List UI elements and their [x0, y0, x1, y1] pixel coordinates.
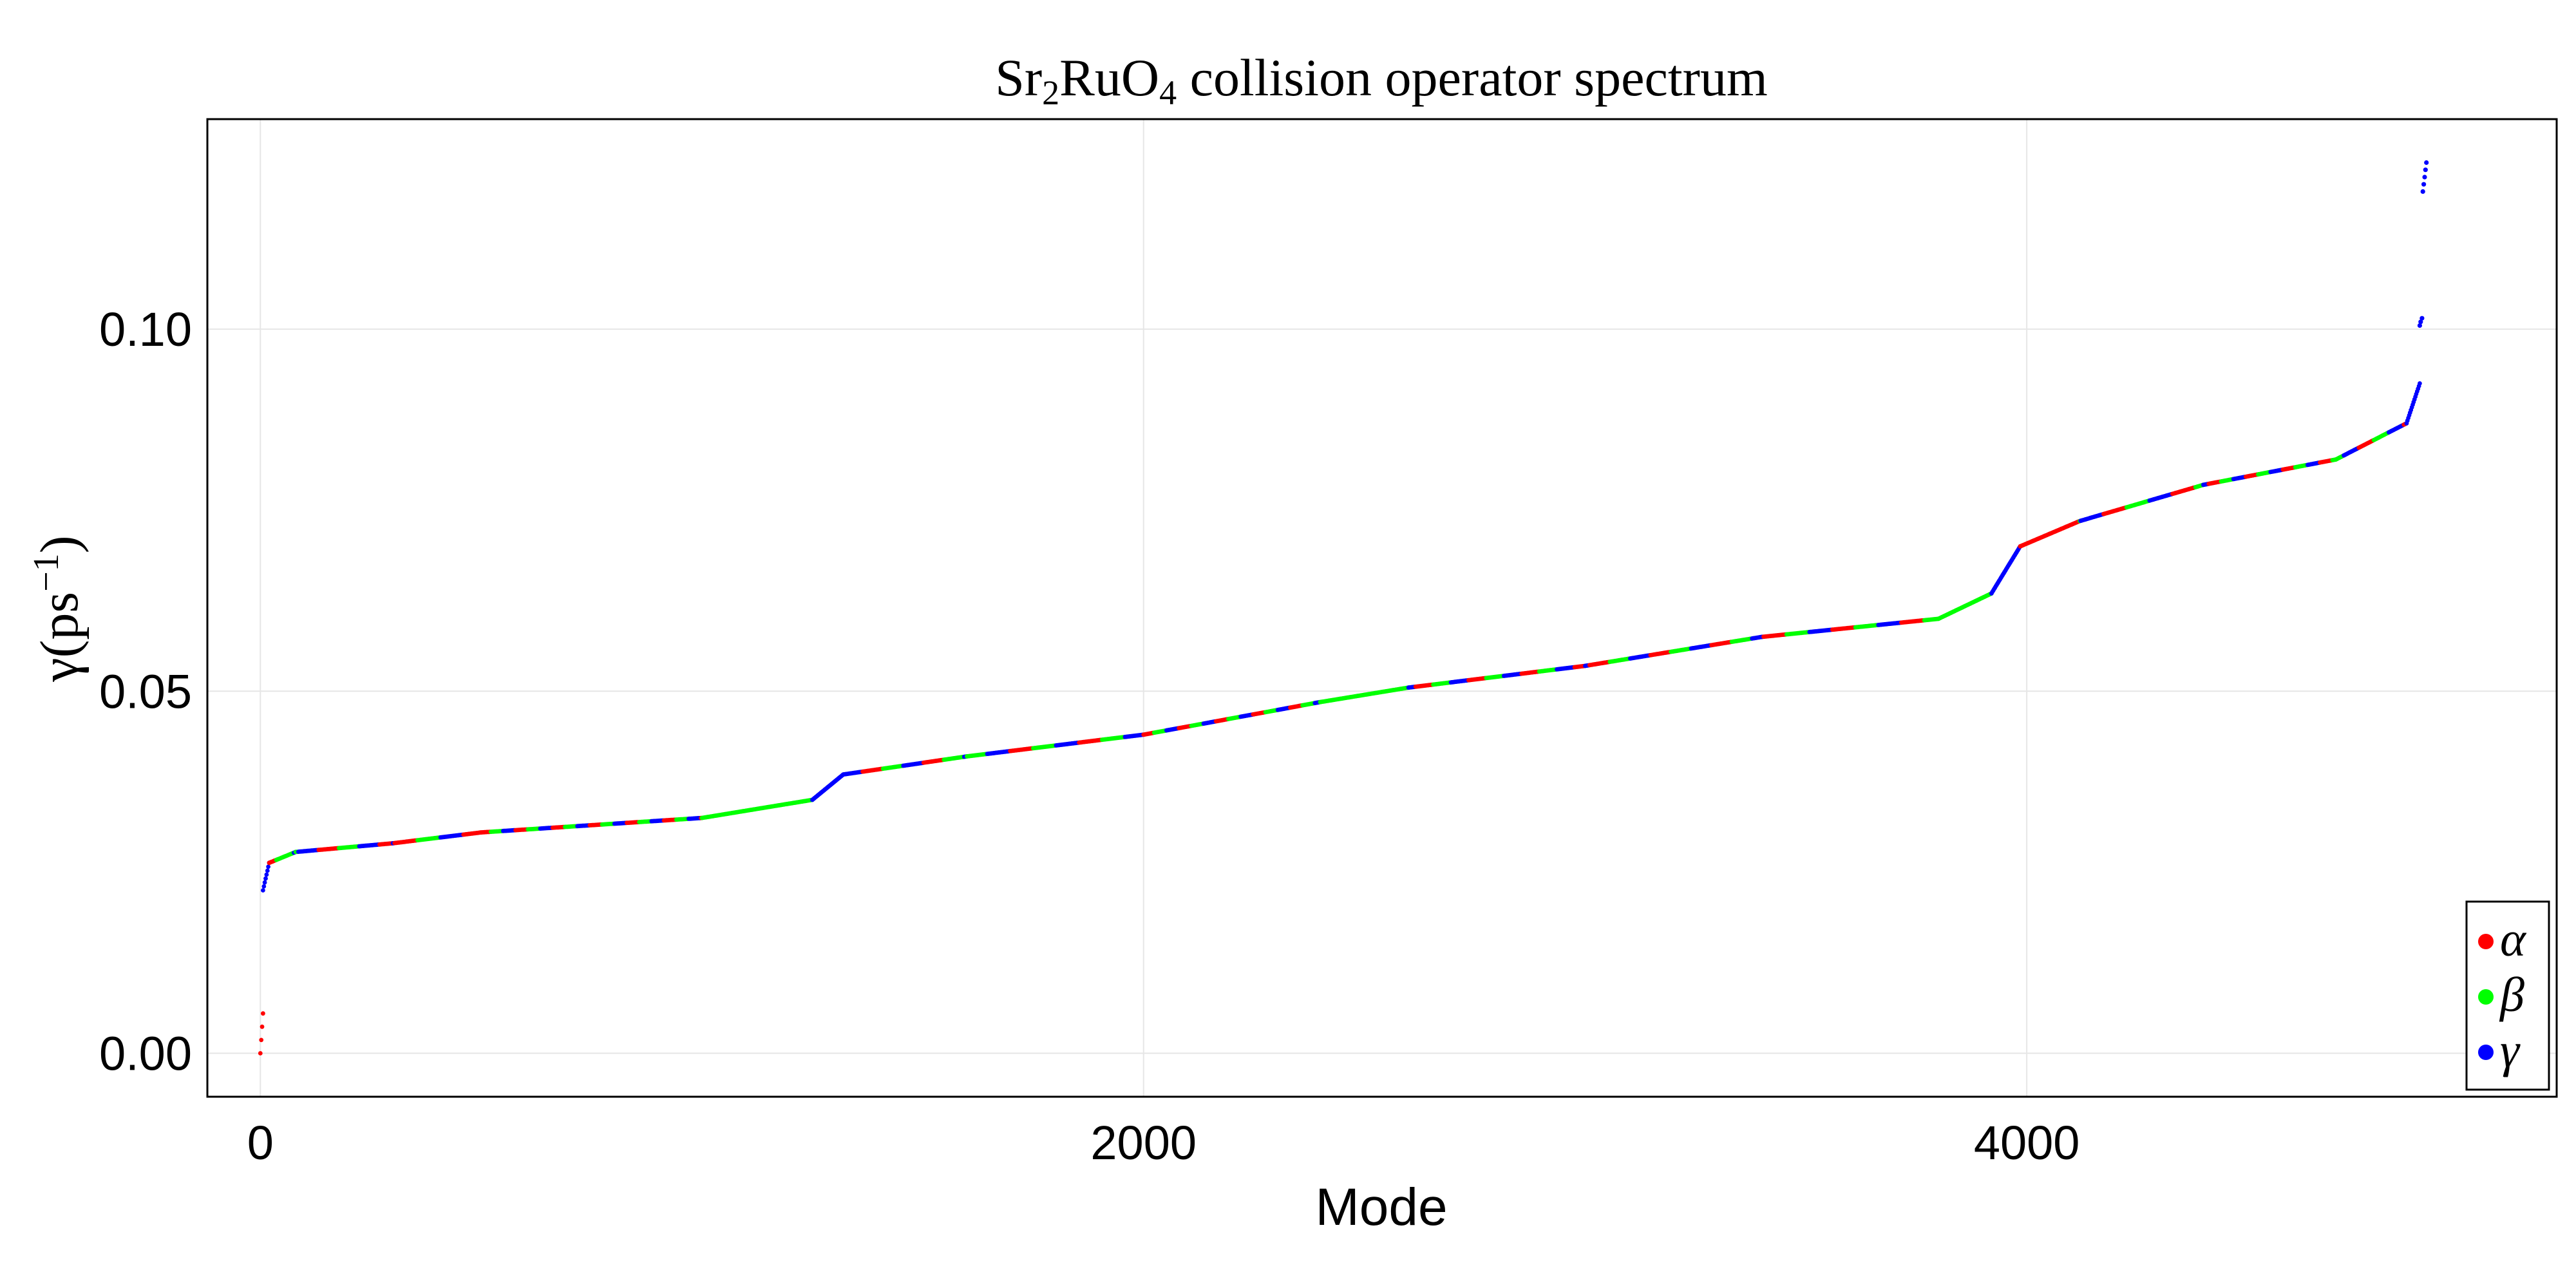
x-tick-label: 0 [247, 1116, 274, 1170]
legend-label: α [2500, 913, 2527, 967]
y-tick-label: 0.05 [99, 665, 192, 718]
data-point [261, 1011, 265, 1016]
data-point [263, 876, 268, 881]
data-point [2424, 160, 2429, 166]
legend: αβγ [2465, 900, 2550, 1091]
data-point [258, 1051, 263, 1056]
data-point [262, 880, 267, 885]
legend-marker [2478, 1045, 2494, 1060]
legend-marker [2478, 934, 2494, 949]
data-point [261, 888, 265, 893]
data-point [259, 1037, 264, 1043]
legend-label: γ [2500, 1023, 2521, 1077]
x-axis-ticks: 0 2000 4000 [247, 1116, 2080, 1170]
x-axis-label: Mode [1315, 1178, 1447, 1236]
legend-items: αβγ [2478, 913, 2527, 1077]
x-tick-label: 4000 [1974, 1116, 2080, 1170]
data-point [261, 884, 267, 889]
data-point [2417, 323, 2422, 328]
y-axis-label: γ(ps−1) [26, 535, 90, 682]
legend-marker [2478, 989, 2494, 1005]
y-axis-label-group: γ(ps−1) [26, 535, 90, 682]
y-tick-label: 0.10 [99, 303, 192, 356]
data-point [266, 864, 270, 869]
data-point [265, 868, 270, 873]
data-point [2418, 319, 2423, 325]
data-point [2420, 316, 2425, 321]
data-point [2418, 381, 2422, 386]
y-tick-label: 0.00 [99, 1027, 192, 1081]
x-tick-label: 2000 [1090, 1116, 1197, 1170]
data-point [2422, 175, 2427, 180]
data-point [2423, 167, 2428, 173]
data-points [258, 160, 2429, 1056]
data-point [264, 872, 269, 877]
chart-title: Sr2RuO4 collision operator spectrum [995, 48, 1768, 112]
data-point [260, 1024, 265, 1029]
data-point [2421, 182, 2427, 187]
y-axis-ticks: 0.00 0.05 0.10 [99, 303, 192, 1080]
data-point [2420, 189, 2425, 194]
plot-frame [206, 118, 2558, 1098]
legend-label: β [2499, 968, 2524, 1022]
